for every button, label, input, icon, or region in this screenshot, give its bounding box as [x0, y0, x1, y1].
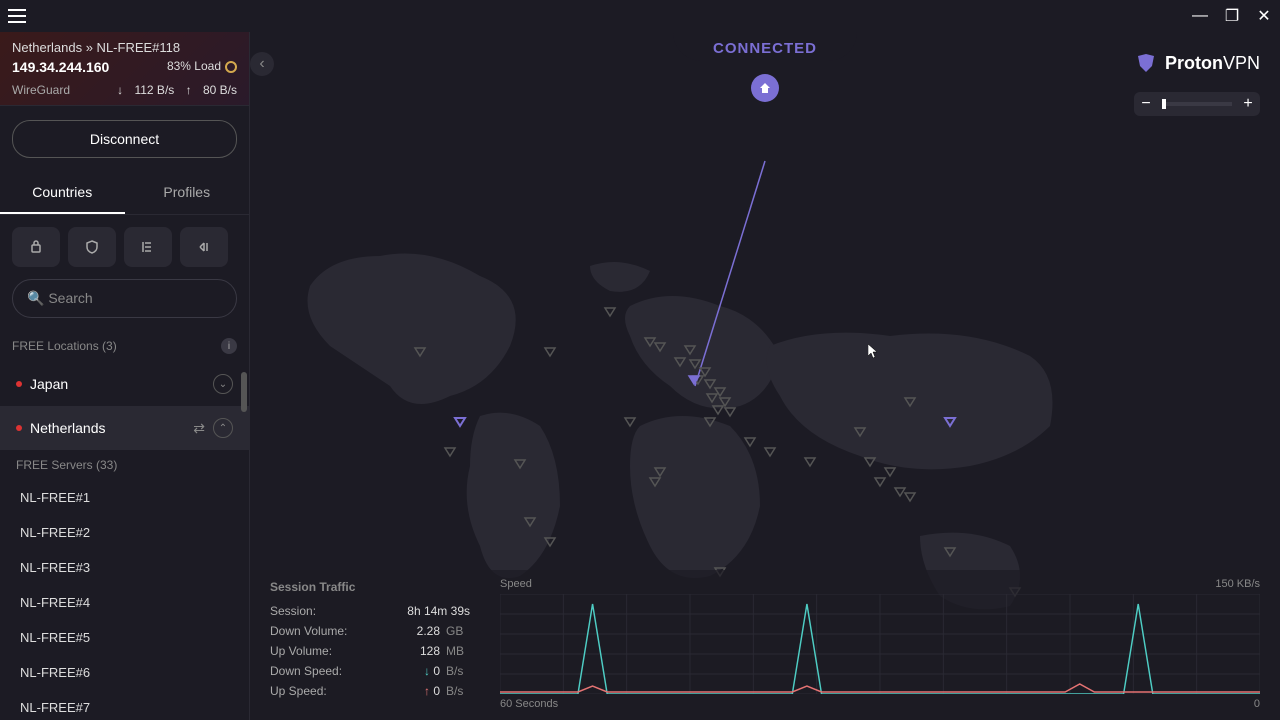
- sidebar: Netherlands » NL-FREE#118 149.34.244.160…: [0, 32, 250, 720]
- traffic-chart: Speed 150 KB/s 60 Seconds 0: [500, 580, 1260, 720]
- tab-profiles[interactable]: Profiles: [125, 172, 250, 214]
- session-duration: 8h 14m 39s: [407, 604, 470, 618]
- zoom-in-button[interactable]: +: [1236, 92, 1260, 116]
- filter-tor[interactable]: [180, 227, 228, 267]
- close-button[interactable]: ✕: [1256, 8, 1272, 24]
- zoom-control: − +: [1134, 92, 1260, 116]
- maximize-button[interactable]: ❐: [1224, 8, 1240, 24]
- connection-status-badge: CONNECTED: [673, 32, 857, 61]
- filter-p2p[interactable]: [124, 227, 172, 267]
- tab-countries[interactable]: Countries: [0, 172, 125, 214]
- server-item[interactable]: NL-FREE#1: [0, 480, 249, 515]
- connection-speeds: ↓ 112 B/s ↑ 80 B/s: [109, 83, 237, 97]
- down-speed: 0: [433, 664, 440, 678]
- disconnect-button[interactable]: Disconnect: [12, 120, 237, 158]
- server-item[interactable]: NL-FREE#7: [0, 690, 249, 720]
- collapse-sidebar-button[interactable]: ‹: [250, 52, 274, 76]
- chevron-down-icon[interactable]: ⌄: [213, 374, 233, 394]
- hamburger-menu[interactable]: [8, 4, 32, 28]
- free-locations-label: FREE Locations (3): [12, 339, 117, 353]
- filter-netshield[interactable]: [68, 227, 116, 267]
- info-icon[interactable]: i: [221, 338, 237, 354]
- connection-protocol: WireGuard: [12, 83, 70, 97]
- zoom-slider[interactable]: [1162, 102, 1232, 106]
- connection-load: 83% Load: [167, 59, 237, 73]
- up-volume: 128: [420, 644, 440, 658]
- home-marker: [751, 74, 779, 102]
- server-item[interactable]: NL-FREE#3: [0, 550, 249, 585]
- traffic-panel: Session Traffic Session:8h 14m 39s Down …: [250, 570, 1280, 720]
- zoom-out-button[interactable]: −: [1134, 92, 1158, 116]
- country-item-japan[interactable]: Japan ⌄: [0, 362, 249, 406]
- connection-server-name: Netherlands » NL-FREE#118: [12, 40, 237, 55]
- search-input[interactable]: 🔍 Search: [12, 279, 237, 318]
- logo: ProtonVPN: [1135, 52, 1260, 74]
- chevron-up-icon[interactable]: ⌃: [213, 418, 233, 438]
- map-area[interactable]: ‹ CONNECTED ProtonVPN − +: [250, 32, 1280, 720]
- up-speed: 0: [433, 684, 440, 698]
- minimize-button[interactable]: —: [1192, 8, 1208, 24]
- server-item[interactable]: NL-FREE#2: [0, 515, 249, 550]
- connection-ip: 149.34.244.160: [12, 59, 109, 75]
- logo-icon: [1135, 52, 1157, 74]
- traffic-title: Session Traffic: [270, 580, 470, 594]
- reconnect-icon[interactable]: ⇄: [193, 420, 205, 437]
- scrollbar-thumb[interactable]: [241, 372, 247, 412]
- country-item-netherlands[interactable]: Netherlands ⇄⌃: [0, 406, 249, 450]
- server-item[interactable]: NL-FREE#5: [0, 620, 249, 655]
- servers-label: FREE Servers (33): [0, 450, 249, 480]
- server-item[interactable]: NL-FREE#6: [0, 655, 249, 690]
- server-item[interactable]: NL-FREE#4: [0, 585, 249, 620]
- filter-secure-core[interactable]: [12, 227, 60, 267]
- connection-header: Netherlands » NL-FREE#118 149.34.244.160…: [0, 32, 249, 106]
- down-volume: 2.28: [417, 624, 440, 638]
